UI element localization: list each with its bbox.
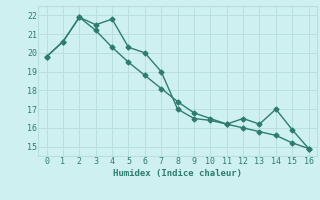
X-axis label: Humidex (Indice chaleur): Humidex (Indice chaleur) [113,169,242,178]
